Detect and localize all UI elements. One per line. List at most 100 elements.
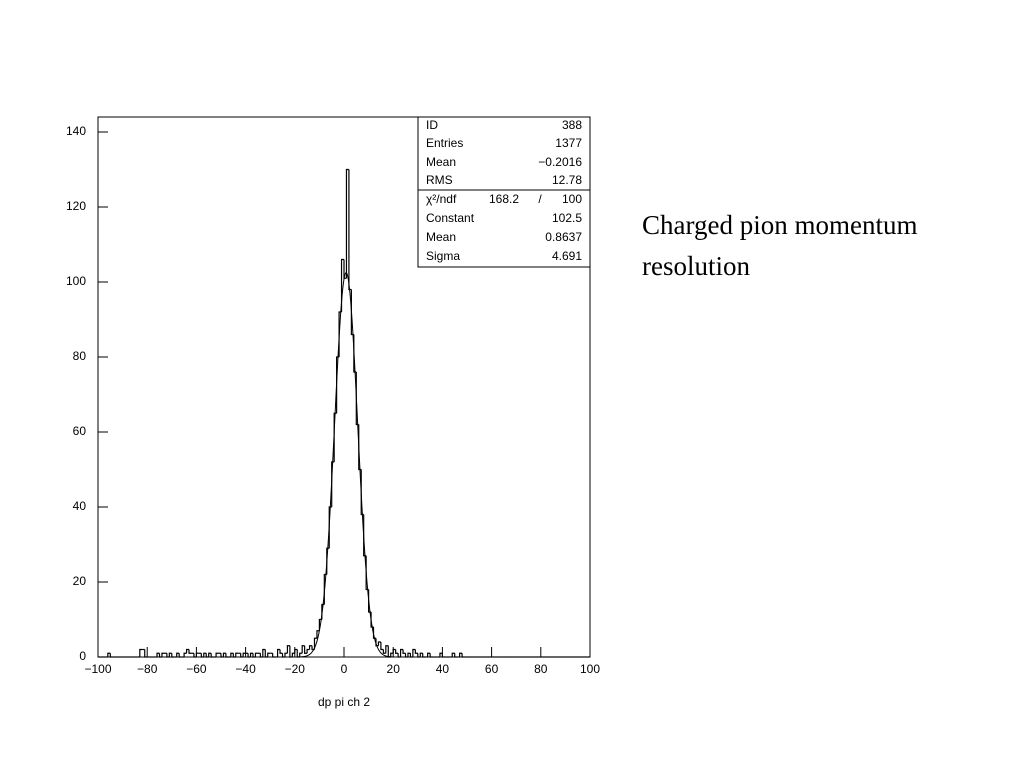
histogram-bin — [195, 652, 199, 657]
stats-separator: / — [538, 192, 542, 206]
histogram-bin — [331, 461, 335, 507]
x-tick-label: 100 — [580, 662, 600, 676]
histogram-bin — [461, 653, 465, 658]
stats-value: 1377 — [555, 136, 582, 150]
histogram-bin — [254, 652, 258, 657]
histogram-bin — [333, 412, 337, 462]
histogram-bin — [348, 169, 352, 291]
histogram-bin — [161, 652, 165, 657]
histogram-bin — [291, 652, 295, 657]
histogram-bin — [429, 653, 433, 658]
histogram-bin — [176, 652, 180, 657]
histogram-bin — [156, 652, 160, 657]
stats-label: Mean — [426, 155, 456, 169]
histogram-bin — [412, 648, 416, 657]
histogram-bin — [178, 653, 182, 658]
histogram-bin — [284, 652, 288, 657]
x-axis-label: dp pi ch 2 — [318, 695, 370, 709]
x-tick-label: −60 — [186, 662, 207, 676]
x-tick-label: −100 — [84, 662, 111, 676]
histogram-bin — [188, 649, 192, 654]
histogram-bin — [459, 652, 463, 657]
histogram-bin — [276, 648, 281, 657]
histogram-bin — [299, 652, 303, 657]
histogram-bin — [304, 645, 308, 654]
histogram-bin — [414, 649, 418, 654]
y-tick-label: 60 — [73, 424, 87, 438]
histogram-bin — [380, 642, 384, 651]
stats-frame — [417, 116, 591, 268]
histogram-bin — [272, 653, 276, 658]
histogram-bin — [399, 648, 404, 657]
histogram-bin — [267, 652, 271, 657]
y-tick-label: 0 — [79, 649, 86, 663]
histogram-bin — [107, 652, 111, 657]
histogram-bin — [222, 652, 226, 657]
y-tick-label: 140 — [66, 124, 86, 138]
histogram-bin — [419, 652, 423, 657]
histogram-bin — [215, 652, 219, 657]
histogram-bin — [439, 652, 443, 657]
y-tick-label: 100 — [66, 274, 86, 288]
stats-label: RMS — [426, 173, 453, 187]
histogram-bin — [377, 641, 381, 646]
stats-value: 168.2 — [489, 192, 519, 206]
histogram-bin — [262, 648, 266, 657]
histogram-bin — [427, 652, 431, 657]
stats-label: Entries — [426, 136, 463, 150]
histogram-bin — [308, 645, 313, 650]
histogram-bin — [451, 652, 455, 657]
histogram-bin — [301, 645, 305, 654]
histogram-bin — [422, 653, 426, 658]
histogram-bin — [313, 637, 317, 650]
stats-value: 4.691 — [552, 249, 582, 263]
x-tick-label: −40 — [235, 662, 256, 676]
x-tick-label: 60 — [485, 662, 499, 676]
histogram-bin — [203, 652, 207, 657]
histogram-bin — [279, 649, 283, 654]
histogram-bin — [210, 653, 214, 658]
histogram-bin — [345, 168, 349, 279]
side-text: resolution — [642, 251, 750, 281]
x-tick-label: 40 — [436, 662, 450, 676]
histogram-bin — [139, 648, 143, 657]
histogram-bin — [249, 652, 253, 657]
x-tick-label: −80 — [137, 662, 158, 676]
x-tick-label: 80 — [534, 662, 548, 676]
y-tick-label: 120 — [66, 199, 86, 213]
histogram-bin — [208, 652, 212, 657]
histogram-bin — [340, 258, 344, 312]
histogram-bin — [235, 652, 239, 657]
histogram-bin — [168, 652, 172, 657]
histogram-bin — [225, 653, 229, 658]
y-tick-label: 40 — [73, 499, 87, 513]
histogram-bin — [392, 648, 396, 654]
y-tick-label: 80 — [73, 349, 87, 363]
histogram-bin — [286, 645, 290, 654]
histogram-bin — [441, 653, 445, 658]
histogram-bin — [407, 652, 411, 657]
stats-value: 12.78 — [552, 173, 582, 187]
x-tick-label: −20 — [285, 662, 306, 676]
histogram-bin — [328, 506, 332, 549]
stats-label: Mean — [426, 230, 456, 244]
histogram-bin — [183, 652, 187, 657]
histogram-bin — [242, 652, 246, 657]
histogram-bin — [390, 652, 394, 657]
stats-value: 0.8637 — [545, 230, 582, 244]
histogram-bin — [375, 638, 379, 647]
stats-value: 388 — [562, 118, 582, 132]
stats-box: ID 388 Entries 1377 Mean −0.2016 RMS 12.78 χ²/nd… — [417, 116, 591, 268]
histogram-bin — [382, 649, 386, 654]
stats-label: χ²/ndf — [426, 192, 457, 206]
histogram-bin — [230, 652, 234, 657]
histogram-bin — [454, 653, 458, 658]
x-tick-label: 0 — [341, 662, 348, 676]
side-text: Charged pion momentum — [642, 210, 917, 240]
stats-label: ID — [426, 118, 438, 132]
stats-label: Constant — [426, 211, 475, 225]
histogram-bin — [402, 649, 406, 654]
stats-value: 100 — [562, 192, 582, 206]
histogram-bin — [171, 653, 175, 658]
